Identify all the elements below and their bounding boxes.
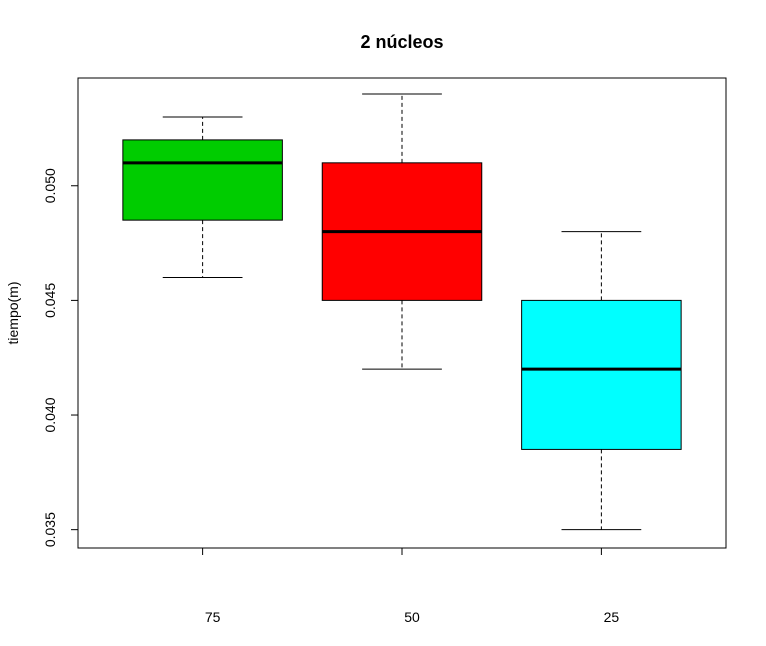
y-axis: 0.035 0.040 0.045 0.050 xyxy=(42,168,79,547)
y-tick-label: 0.045 xyxy=(42,283,58,318)
y-tick-label: 0.035 xyxy=(42,512,58,547)
x-axis: 75 50 25 xyxy=(202,548,620,625)
x-tick-label: 75 xyxy=(205,609,221,625)
iqr-box xyxy=(521,299,682,450)
iqr-box xyxy=(122,139,283,221)
box-75 xyxy=(122,116,283,278)
boxes-group xyxy=(122,93,682,531)
y-tick-label: 0.050 xyxy=(42,168,58,203)
x-tick-label: 50 xyxy=(404,609,420,625)
x-tick-label: 25 xyxy=(604,609,620,625)
box-50 xyxy=(321,93,483,370)
y-tick-label: 0.040 xyxy=(42,397,58,432)
y-axis-label: tiempo(m) xyxy=(5,281,21,344)
chart-title: 2 núcleos xyxy=(360,32,443,52)
box-25 xyxy=(521,231,682,531)
